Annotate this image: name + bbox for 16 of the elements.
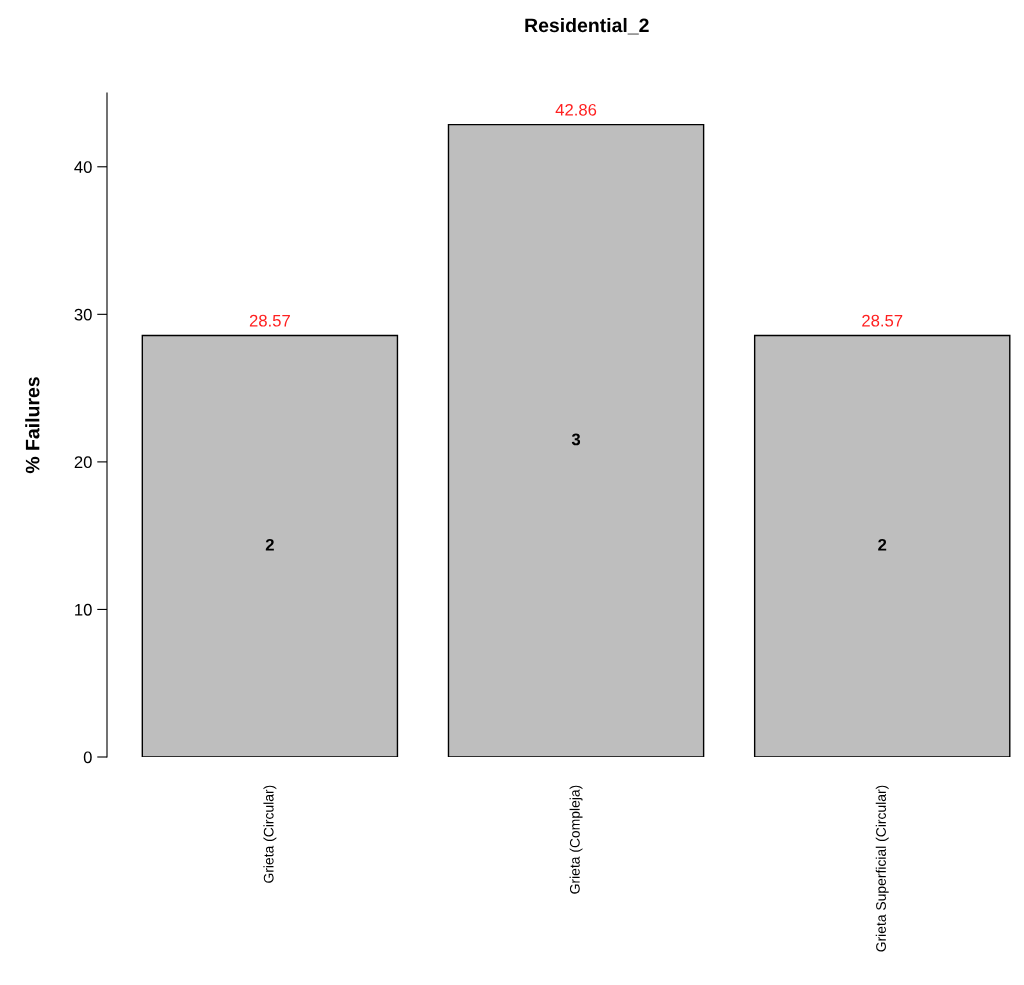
annotation: 2 <box>265 538 274 551</box>
y-tick-label: 0 <box>83 751 92 764</box>
data-label: 28.57 <box>862 314 903 327</box>
x-tick-label: Grieta (Circular) <box>263 785 277 883</box>
y-tick-label: 40 <box>74 161 92 173</box>
x-tick-label: Grieta Superficial (Circular) <box>875 785 889 952</box>
y-tick-label: 10 <box>75 603 92 616</box>
y-tick-label: 20 <box>74 456 92 469</box>
chart-title: Residential_2 <box>525 17 649 35</box>
annotation: 3 <box>571 433 581 446</box>
y-tick-label: 30 <box>74 308 92 321</box>
annotation: 2 <box>878 538 887 551</box>
data-label: 42.86 <box>555 103 597 116</box>
y-axis-title: % Failures <box>25 377 40 474</box>
data-label: 28.57 <box>249 314 290 327</box>
x-tick-label: Grieta (Compleja) <box>569 785 583 894</box>
